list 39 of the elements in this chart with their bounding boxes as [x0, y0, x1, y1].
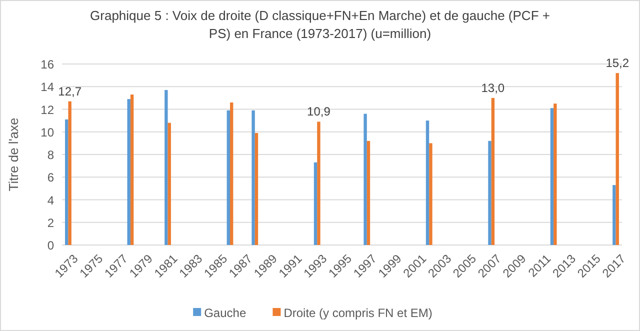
- bar: [317, 122, 320, 245]
- legend-label: Gauche: [204, 306, 246, 320]
- legend-label: Droite (y compris FN et EM): [284, 306, 432, 320]
- y-tick-label: 14: [40, 80, 54, 94]
- data-label: 10,9: [307, 104, 331, 119]
- bar: [491, 98, 495, 245]
- bar: [226, 110, 230, 245]
- y-tick-label: 12: [40, 102, 54, 117]
- bar: [252, 110, 255, 245]
- bar: [65, 119, 68, 245]
- bar: [127, 99, 130, 245]
- bar: [68, 101, 72, 245]
- bar: [168, 122, 171, 245]
- bar: [488, 140, 492, 245]
- y-tick-label: 0: [47, 238, 54, 252]
- data-label: 12,7: [58, 84, 82, 98]
- y-tick-label: 4: [47, 193, 54, 208]
- y-tick-label: 8: [47, 148, 54, 162]
- y-tick-label: 16: [40, 58, 54, 72]
- bar: [130, 94, 134, 245]
- bar: [314, 162, 318, 245]
- bar: [254, 133, 258, 245]
- bar: [554, 104, 557, 245]
- bar: [550, 108, 554, 245]
- bar: [230, 102, 234, 245]
- bar: [612, 185, 616, 245]
- data-label: 13,0: [481, 80, 505, 95]
- bar: [616, 73, 619, 245]
- y-tick-label: 2: [47, 216, 54, 230]
- bar: [429, 143, 432, 245]
- y-tick-label: 10: [40, 125, 54, 140]
- data-label: 15,2: [606, 56, 630, 70]
- bar: [364, 114, 367, 245]
- chart-title: Graphique 5 : Voix de droite (D classique+FN+En Marche) et de gauche (PCF + PS) en France (1973-2017) (u=million): [90, 8, 550, 41]
- bar: [426, 120, 430, 245]
- y-tick-label: 6: [47, 170, 54, 185]
- y-axis-title: Titre de l'axe: [6, 118, 21, 192]
- bar: [366, 140, 370, 245]
- bar: [164, 90, 168, 245]
